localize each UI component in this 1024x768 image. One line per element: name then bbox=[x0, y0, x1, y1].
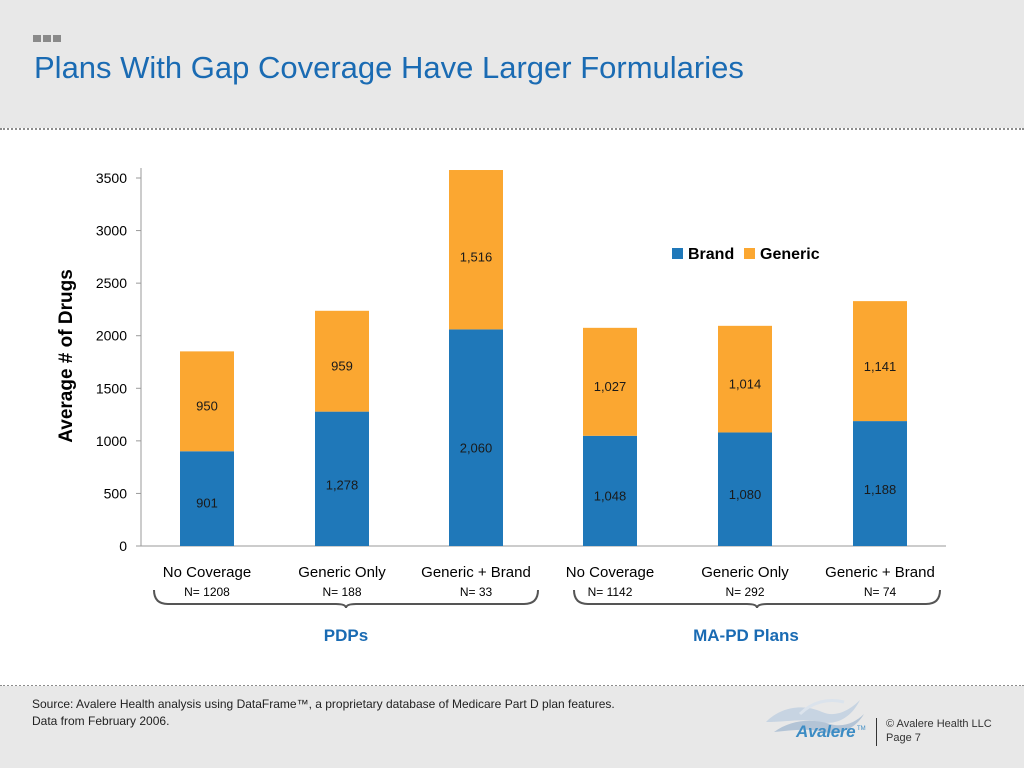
sample-size-label: N= 188 bbox=[322, 585, 361, 599]
sample-size-label: N= 33 bbox=[460, 585, 493, 599]
data-label-generic-0: 950 bbox=[196, 398, 218, 413]
source-note: Source: Avalere Health analysis using Da… bbox=[32, 696, 615, 730]
sample-size-label: N= 1142 bbox=[588, 585, 633, 599]
group-label: PDPs bbox=[324, 626, 368, 645]
y-axis-label: Average # of Drugs bbox=[56, 269, 77, 443]
logo-wordmark: Avalere bbox=[796, 722, 856, 741]
stacked-bar-chart: 0 500 1000 1500 2000 2500 3000 3500 Average # of… bbox=[56, 168, 946, 645]
x-category-label: Generic Only bbox=[701, 564, 789, 581]
data-label-generic-2: 1,516 bbox=[460, 250, 493, 265]
bar-generic-5 bbox=[853, 301, 907, 422]
legend-label-brand: Brand bbox=[688, 246, 734, 263]
bar-generic-0 bbox=[180, 351, 234, 452]
source-line-1: Source: Avalere Health analysis using Da… bbox=[32, 697, 615, 711]
group-brace-ma-pd bbox=[573, 589, 941, 609]
bar-generic-4 bbox=[718, 325, 772, 433]
y-tick-label: 0 bbox=[119, 538, 127, 554]
bar-brand-0 bbox=[180, 451, 234, 546]
legend-swatch-generic bbox=[744, 248, 755, 259]
slide-header: Plans With Gap Coverage Have Larger Form… bbox=[0, 0, 1024, 128]
footer-separator bbox=[876, 718, 877, 746]
slide-title: Plans With Gap Coverage Have Larger Form… bbox=[34, 50, 744, 85]
y-tick-label: 2000 bbox=[96, 328, 127, 344]
data-label-brand-2: 2,060 bbox=[460, 441, 493, 456]
bar-brand-5 bbox=[853, 421, 907, 546]
group-label: MA-PD Plans bbox=[693, 626, 799, 645]
header-squares-decoration bbox=[33, 35, 61, 42]
data-label-brand-1: 1,278 bbox=[326, 478, 359, 493]
slide-footer: Source: Avalere Health analysis using Da… bbox=[0, 686, 1024, 768]
sample-size-label: N= 292 bbox=[725, 585, 764, 599]
data-label-generic-4: 1,014 bbox=[729, 376, 762, 391]
data-label-generic-3: 1,027 bbox=[594, 379, 627, 394]
header-divider bbox=[0, 128, 1024, 130]
x-category-label: Generic + Brand bbox=[825, 564, 935, 581]
data-label-brand-0: 901 bbox=[196, 495, 218, 510]
x-category-label: Generic + Brand bbox=[421, 564, 531, 581]
copyright-text: © Avalere Health LLC bbox=[886, 718, 992, 730]
y-tick-label: 1500 bbox=[96, 380, 127, 396]
data-label-brand-4: 1,080 bbox=[729, 487, 762, 502]
bar-brand-3 bbox=[583, 435, 637, 546]
data-label-generic-5: 1,141 bbox=[864, 359, 897, 374]
x-category-label: No Coverage bbox=[566, 564, 654, 581]
copyright-block: © Avalere Health LLC Page 7 bbox=[886, 717, 992, 745]
page-number: Page 7 bbox=[886, 732, 921, 744]
avalere-logo-icon bbox=[766, 699, 864, 734]
y-tick-label: 3000 bbox=[96, 223, 127, 239]
bar-brand-4 bbox=[718, 432, 772, 546]
y-tick-label: 2500 bbox=[96, 275, 127, 291]
bar-brand-1 bbox=[315, 411, 369, 546]
sample-size-label: N= 1208 bbox=[184, 585, 230, 599]
source-line-2: Data from February 2006. bbox=[32, 714, 170, 728]
data-label-brand-3: 1,048 bbox=[594, 488, 627, 503]
sample-size-label: N= 74 bbox=[864, 585, 897, 599]
data-label-generic-1: 959 bbox=[331, 358, 353, 373]
legend-swatch-brand bbox=[672, 248, 683, 259]
bar-generic-2 bbox=[449, 170, 503, 330]
bar-generic-1 bbox=[315, 310, 369, 412]
x-category-label: No Coverage bbox=[163, 564, 251, 581]
y-tick-label: 3500 bbox=[96, 170, 127, 186]
logo-trademark: TM bbox=[857, 726, 866, 732]
bar-generic-3 bbox=[583, 327, 637, 436]
group-brace-pdps bbox=[153, 589, 539, 609]
data-label-brand-5: 1,188 bbox=[864, 482, 897, 497]
y-tick-label: 500 bbox=[104, 485, 128, 501]
x-category-label: Generic Only bbox=[298, 564, 386, 581]
legend-label-generic: Generic bbox=[760, 246, 820, 263]
bar-brand-2 bbox=[449, 329, 503, 546]
y-tick-label: 1000 bbox=[96, 433, 127, 449]
